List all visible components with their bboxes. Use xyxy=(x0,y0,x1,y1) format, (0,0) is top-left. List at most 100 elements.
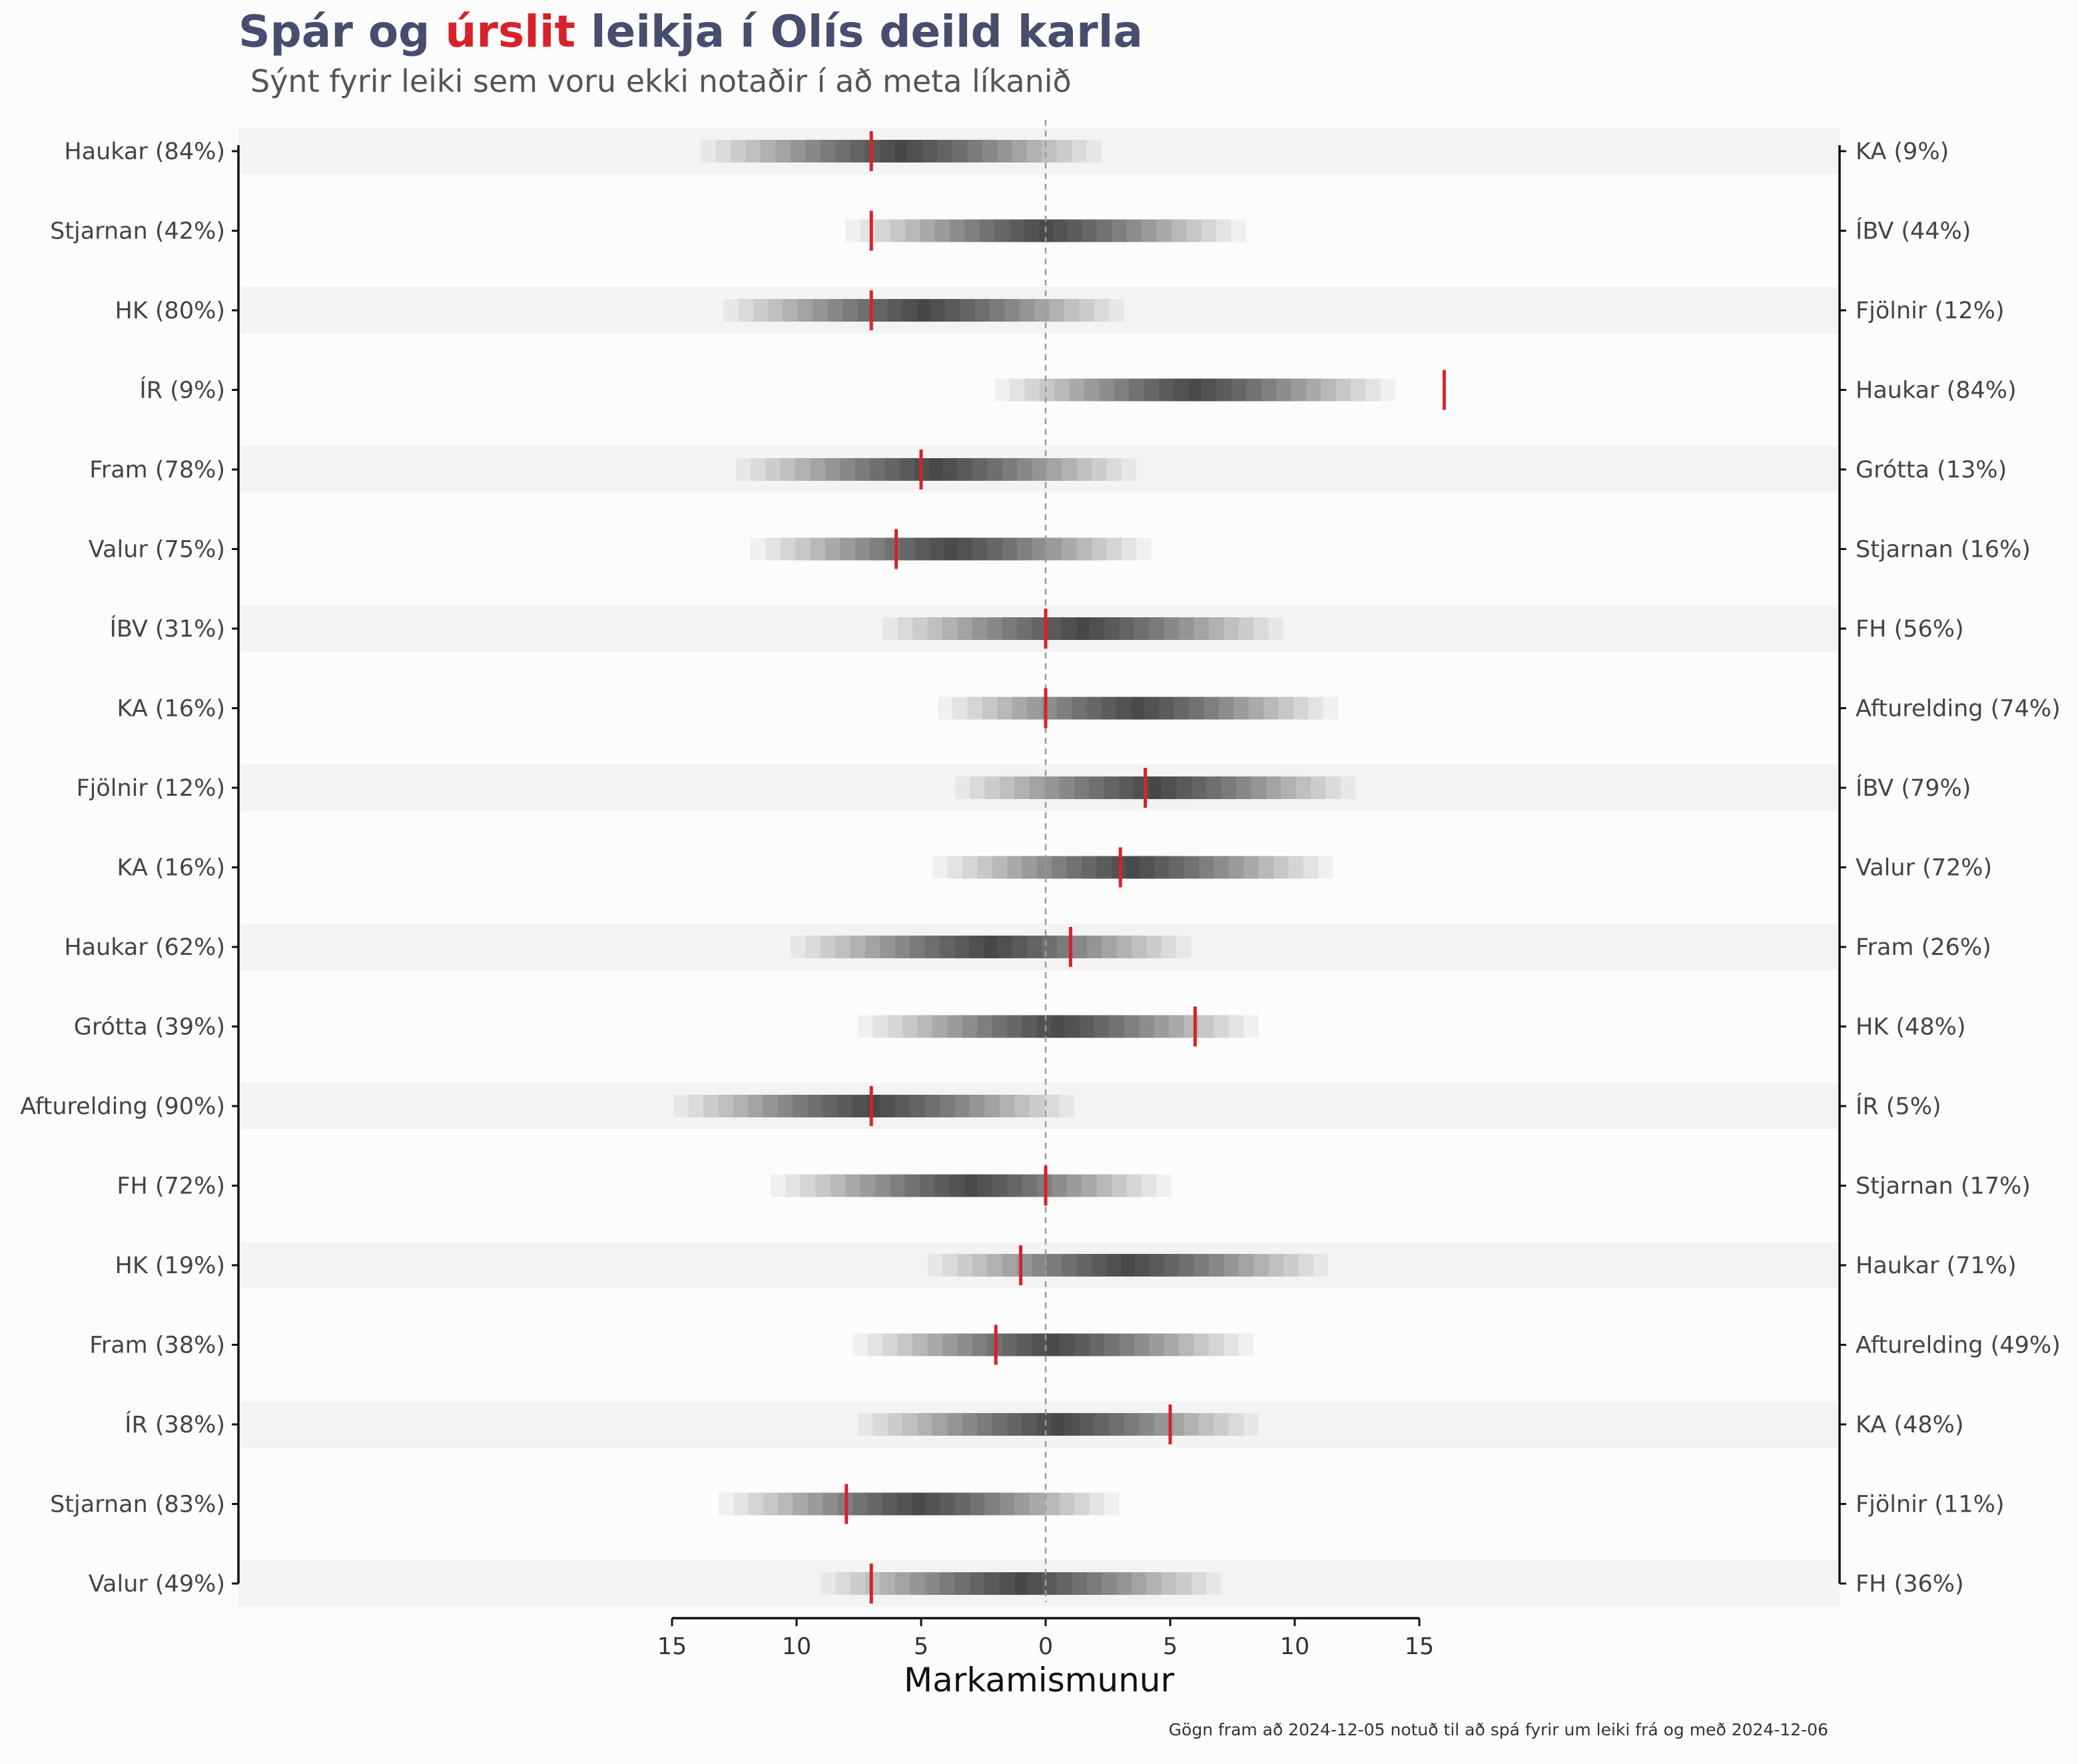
band-segment xyxy=(718,1492,1120,1516)
band-segment xyxy=(793,1095,955,1117)
band-segment xyxy=(1016,1333,1090,1356)
home-team-label: ÍR (9%) xyxy=(139,376,225,404)
band-segment xyxy=(1046,617,1120,640)
band-segment xyxy=(1032,617,1134,640)
band-segment xyxy=(884,458,988,481)
band-segment xyxy=(1046,1254,1210,1277)
result-marker xyxy=(994,1324,998,1365)
result-marker xyxy=(1044,688,1048,729)
band-segment xyxy=(1022,1413,1095,1436)
band-segment xyxy=(1062,617,1105,640)
band-segment xyxy=(865,1572,1177,1595)
band-segment xyxy=(962,1015,1154,1038)
band-segment xyxy=(857,1015,1259,1038)
band-segment xyxy=(810,537,1092,561)
band-segment xyxy=(783,299,1064,322)
band-segment xyxy=(932,1413,1184,1436)
row-stripe xyxy=(238,764,1840,811)
band-segment xyxy=(977,1413,1140,1436)
band-segment xyxy=(902,299,945,322)
band-segment xyxy=(894,140,908,162)
band-segment xyxy=(954,776,1356,799)
home-team-label: Stjarnan (83%) xyxy=(50,1492,225,1518)
band-segment xyxy=(1148,776,1162,799)
band-segment xyxy=(1059,776,1251,799)
away-team-label: Haukar (84%) xyxy=(1856,378,2017,404)
band-segment xyxy=(785,1174,1157,1197)
band-segment xyxy=(1024,378,1366,402)
band-segment xyxy=(1131,697,1145,720)
band-segment xyxy=(984,776,1326,799)
result-marker xyxy=(1168,1404,1172,1444)
band-segment xyxy=(813,299,1035,322)
band-segment xyxy=(1006,1413,1110,1436)
band-segment xyxy=(954,1572,1087,1595)
away-team-label: Afturelding (74%) xyxy=(1856,696,2061,723)
row-stripe xyxy=(238,1242,1840,1289)
band-segment xyxy=(984,936,998,958)
row-stripe xyxy=(238,446,1840,493)
band-segment xyxy=(837,1095,910,1117)
band-segment xyxy=(924,1572,1117,1595)
home-team-label: ÍBV (31%) xyxy=(110,615,225,643)
band-segment xyxy=(934,1174,1008,1197)
prediction-band xyxy=(937,697,1339,720)
band-segment xyxy=(879,140,923,162)
band-segment xyxy=(778,1492,1060,1516)
band-segment xyxy=(748,1492,1090,1516)
result-marker xyxy=(1118,847,1122,888)
band-segment xyxy=(987,1254,1269,1277)
band-segment xyxy=(894,936,1087,958)
band-segment xyxy=(850,936,1132,958)
result-marker xyxy=(1019,1245,1023,1285)
band-segment xyxy=(1022,856,1244,879)
band-segment xyxy=(733,1095,1015,1117)
prediction-band xyxy=(790,936,1192,958)
away-team-label: FH (36%) xyxy=(1856,1571,1964,1598)
band-segment xyxy=(882,1492,955,1516)
band-segment xyxy=(1086,697,1190,720)
home-team-label: FH (72%) xyxy=(117,1173,225,1200)
band-segment xyxy=(1036,1413,1080,1436)
band-segment xyxy=(999,1572,1042,1595)
home-team-label: Haukar (84%) xyxy=(64,139,225,165)
row-stripe xyxy=(238,1560,1840,1607)
prediction-band xyxy=(751,537,1152,561)
x-axis-ticks: 15 10 5 0 5 10 15 xyxy=(657,1618,1434,1660)
home-team-label: Fjölnir (12%) xyxy=(76,775,225,802)
band-segment xyxy=(992,856,1274,879)
band-segment xyxy=(825,458,1047,481)
band-segment xyxy=(867,1492,970,1516)
chart-caption: Gögn fram að 2024-12-05 notuð til að spá… xyxy=(1169,1720,1828,1739)
band-segment xyxy=(1016,617,1150,640)
away-team-label: KA (9%) xyxy=(1856,139,1949,165)
band-segment xyxy=(753,299,1094,322)
away-team-label: ÍBV (44%) xyxy=(1856,217,1971,245)
band-segment xyxy=(780,537,1122,561)
band-segment xyxy=(917,1413,1199,1436)
away-team-label: HK (48%) xyxy=(1856,1014,1966,1041)
band-segment xyxy=(972,1333,1134,1356)
band-segment xyxy=(1129,378,1261,402)
prediction-band xyxy=(853,1333,1253,1356)
band-segment xyxy=(701,140,1102,162)
band-segment xyxy=(882,1333,1224,1356)
band-segment xyxy=(1062,1254,1194,1277)
band-segment xyxy=(957,1254,1299,1277)
band-segment xyxy=(1158,378,1231,402)
band-segment xyxy=(924,936,1057,958)
band-segment xyxy=(815,1174,1127,1197)
band-segment xyxy=(942,617,1224,640)
away-team-label: Stjarnan (17%) xyxy=(1856,1173,2031,1200)
prediction-band xyxy=(994,378,1396,402)
away-team-label: Fjölnir (11%) xyxy=(1856,1492,2005,1518)
home-team-labels: Haukar (84%) Stjarnan (42%) HK (80%) ÍR (9%… xyxy=(20,139,225,1598)
row-stripes xyxy=(238,128,1840,1607)
home-team-label: Fram (78%) xyxy=(89,457,225,483)
prediction-band xyxy=(701,140,1102,162)
band-segment xyxy=(932,856,1333,879)
band-segment xyxy=(947,1413,1170,1436)
band-segment xyxy=(1119,776,1192,799)
band-segment xyxy=(1022,1015,1095,1038)
band-segment xyxy=(937,697,1339,720)
